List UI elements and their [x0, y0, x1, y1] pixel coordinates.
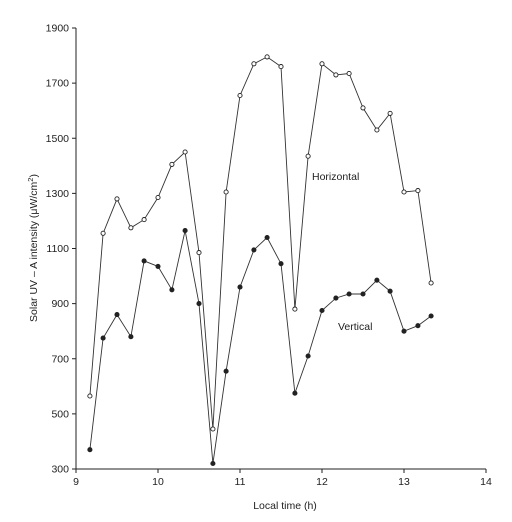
x-axis-title: Local time (h) — [253, 500, 317, 512]
data-point-horizontal — [360, 105, 366, 111]
y-tick-label: 1300 — [46, 188, 70, 200]
y-tick-label: 900 — [51, 298, 69, 310]
series-label-vertical: Vertical — [338, 321, 372, 333]
x-tick-label: 10 — [152, 476, 164, 488]
data-point-vertical — [196, 301, 202, 307]
data-point-vertical — [237, 284, 243, 290]
data-point-horizontal — [237, 92, 243, 99]
series-layer — [87, 54, 434, 467]
data-point-vertical — [251, 247, 257, 253]
series-line-horizontal — [89, 56, 432, 430]
data-point-vertical — [141, 258, 147, 264]
data-point-vertical — [319, 307, 325, 314]
data-point-horizontal — [278, 64, 284, 70]
y-tick-label: 1100 — [46, 243, 69, 255]
y-tick-label: 1900 — [46, 23, 70, 35]
data-point-vertical — [264, 234, 270, 241]
data-point-vertical — [128, 334, 134, 340]
data-point-vertical — [114, 312, 120, 318]
y-axis-title-close: ) — [28, 174, 40, 178]
x-tick-label: 11 — [235, 476, 246, 488]
x-tick-label: 13 — [398, 476, 410, 488]
ticks: 9 10 11 12 13 14 300 500 700 900 1100 1300 1500 1700 1… — [46, 23, 492, 489]
data-point-vertical — [182, 228, 188, 234]
y-tick-label: 700 — [51, 353, 69, 365]
data-point-vertical — [346, 291, 352, 297]
data-point-horizontal — [223, 189, 229, 195]
data-point-horizontal — [415, 188, 421, 194]
data-point-horizontal — [100, 230, 106, 236]
x-tick-label: 9 — [73, 476, 79, 488]
data-point-vertical — [401, 328, 407, 334]
data-point-vertical — [360, 291, 366, 297]
data-point-vertical — [210, 460, 216, 467]
data-point-vertical — [387, 288, 393, 294]
y-tick-label: 300 — [51, 464, 69, 476]
data-point-vertical — [428, 313, 434, 319]
data-point-horizontal — [319, 61, 325, 67]
data-point-horizontal — [169, 161, 175, 167]
data-point-horizontal — [264, 54, 270, 60]
data-point-horizontal — [387, 110, 393, 116]
data-point-vertical — [305, 353, 311, 359]
data-point-horizontal — [155, 194, 161, 201]
data-point-horizontal — [141, 217, 147, 223]
data-point-horizontal — [210, 426, 216, 432]
y-tick-label: 1500 — [46, 133, 70, 145]
y-tick-label: 1700 — [46, 78, 70, 90]
data-point-horizontal — [374, 127, 380, 133]
data-point-vertical — [155, 263, 161, 269]
data-point-vertical — [223, 368, 229, 374]
data-point-vertical — [169, 287, 175, 293]
data-point-vertical — [87, 447, 93, 453]
axes — [75, 28, 486, 470]
data-point-horizontal — [428, 280, 434, 286]
y-axis-title: Solar UV – A intensity (μW/cm2) — [26, 174, 40, 322]
data-point-vertical — [292, 390, 298, 396]
data-point-horizontal — [196, 250, 202, 256]
data-point-horizontal — [346, 70, 352, 77]
y-axis-title-superscript: 2 — [26, 178, 35, 182]
y-axis-title-main: Solar UV – A intensity (μW/cm — [28, 181, 40, 322]
series-line-vertical — [89, 230, 432, 464]
series-horizontal — [87, 54, 434, 432]
y-tick-label: 500 — [51, 408, 69, 420]
x-tick-label: 12 — [316, 476, 328, 488]
series-vertical — [87, 228, 434, 467]
data-point-vertical — [374, 277, 380, 283]
data-point-horizontal — [401, 189, 407, 195]
data-point-horizontal — [251, 61, 257, 67]
data-point-horizontal — [305, 153, 311, 159]
series-label-horizontal: Horizontal — [312, 171, 359, 183]
data-point-horizontal — [114, 196, 120, 202]
data-point-vertical — [100, 335, 106, 341]
data-point-horizontal — [128, 225, 134, 231]
data-point-horizontal — [87, 393, 93, 399]
x-tick-label: 14 — [480, 476, 492, 488]
data-point-horizontal — [333, 72, 339, 78]
data-point-vertical — [415, 323, 421, 329]
data-point-horizontal — [292, 306, 298, 312]
data-point-horizontal — [182, 149, 188, 155]
data-point-vertical — [333, 295, 339, 301]
data-point-vertical — [278, 261, 284, 267]
